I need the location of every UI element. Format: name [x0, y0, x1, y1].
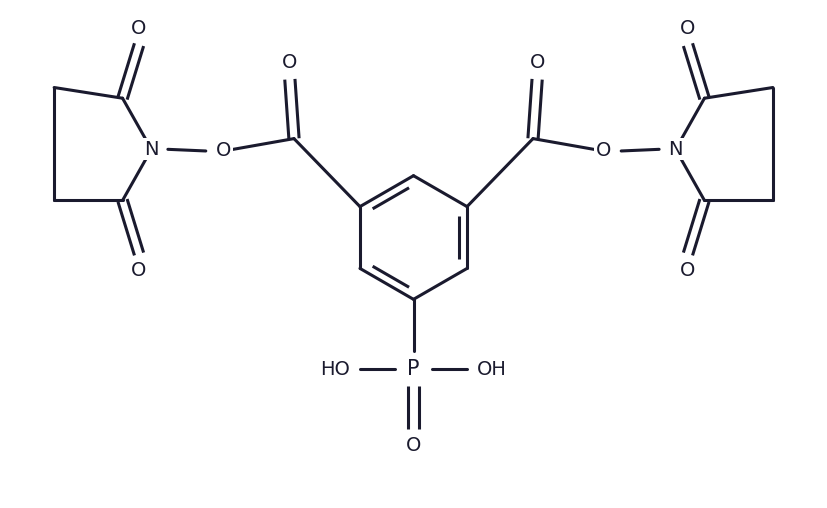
Text: OH: OH — [477, 360, 507, 379]
Text: O: O — [131, 19, 146, 38]
Text: O: O — [529, 53, 545, 72]
Text: P: P — [407, 359, 420, 379]
Text: O: O — [406, 436, 421, 455]
Text: N: N — [668, 140, 683, 159]
Text: O: O — [681, 261, 696, 280]
Text: O: O — [216, 141, 232, 161]
Text: O: O — [282, 53, 298, 72]
Text: O: O — [131, 261, 146, 280]
Text: HO: HO — [320, 360, 350, 379]
Text: O: O — [595, 141, 611, 161]
Text: O: O — [681, 19, 696, 38]
Text: N: N — [144, 140, 159, 159]
